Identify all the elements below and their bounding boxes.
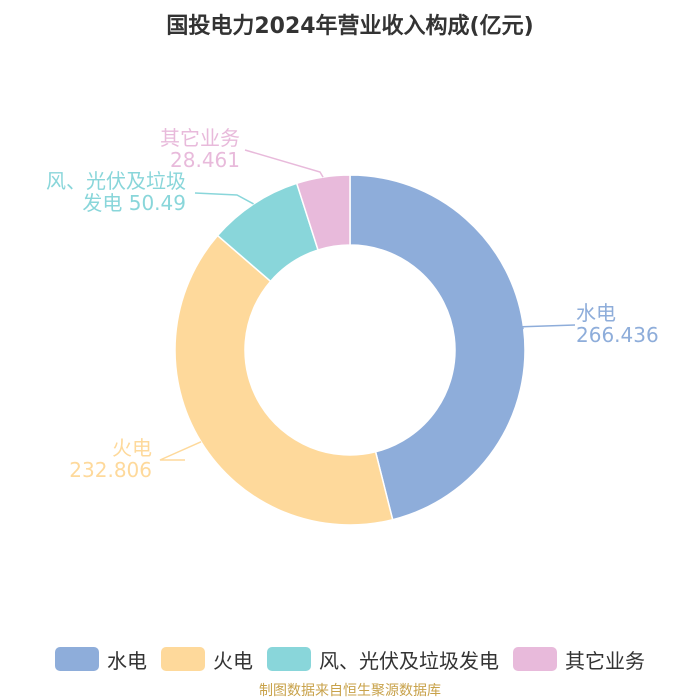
legend-label-hydro: 水电 xyxy=(107,648,147,673)
legend-item-other[interactable]: 其它业务 xyxy=(513,645,645,674)
data-label-renewable-1: 发电 50.49 xyxy=(82,191,186,215)
slice-hydro[interactable] xyxy=(349,174,526,521)
data-label-other-1: 28.461 xyxy=(170,148,240,172)
leader-line-hydro xyxy=(514,324,576,330)
legend-swatch-thermal xyxy=(161,647,205,671)
data-label-renewable-0: 风、光伏及垃圾 xyxy=(46,169,186,193)
slice-thermal[interactable] xyxy=(174,234,394,526)
chart-title: 国投电力2024年营业收入构成(亿元) xyxy=(166,14,534,39)
data-source-note: 制图数据来自恒生聚源数据库 xyxy=(259,683,441,699)
data-label-other-0: 其它业务 xyxy=(160,126,240,150)
leader-line-other xyxy=(244,149,324,178)
data-label-thermal-0: 火电 xyxy=(112,436,152,460)
legend-item-thermal[interactable]: 火电 xyxy=(161,645,253,674)
data-label-thermal-1: 232.806 xyxy=(69,458,152,482)
legend-swatch-hydro xyxy=(55,647,99,671)
legend-label-renewable: 风、光伏及垃圾发电 xyxy=(319,648,499,673)
data-label-hydro-1: 266.436 xyxy=(576,323,659,347)
legend-item-hydro[interactable]: 水电 xyxy=(55,645,147,674)
legend-label-thermal: 火电 xyxy=(213,648,253,673)
leader-line-thermal xyxy=(159,441,202,461)
legend: 水电 火电 风、光伏及垃圾发电 其它业务 xyxy=(0,644,700,674)
legend-item-renewable[interactable]: 风、光伏及垃圾发电 xyxy=(267,645,499,674)
slice-other[interactable] xyxy=(295,174,351,251)
data-label-hydro-0: 水电 xyxy=(576,301,616,325)
leader-line-renewable xyxy=(194,192,254,205)
legend-label-other: 其它业务 xyxy=(565,648,645,673)
legend-swatch-other xyxy=(513,647,557,671)
legend-swatch-renewable xyxy=(267,647,311,671)
